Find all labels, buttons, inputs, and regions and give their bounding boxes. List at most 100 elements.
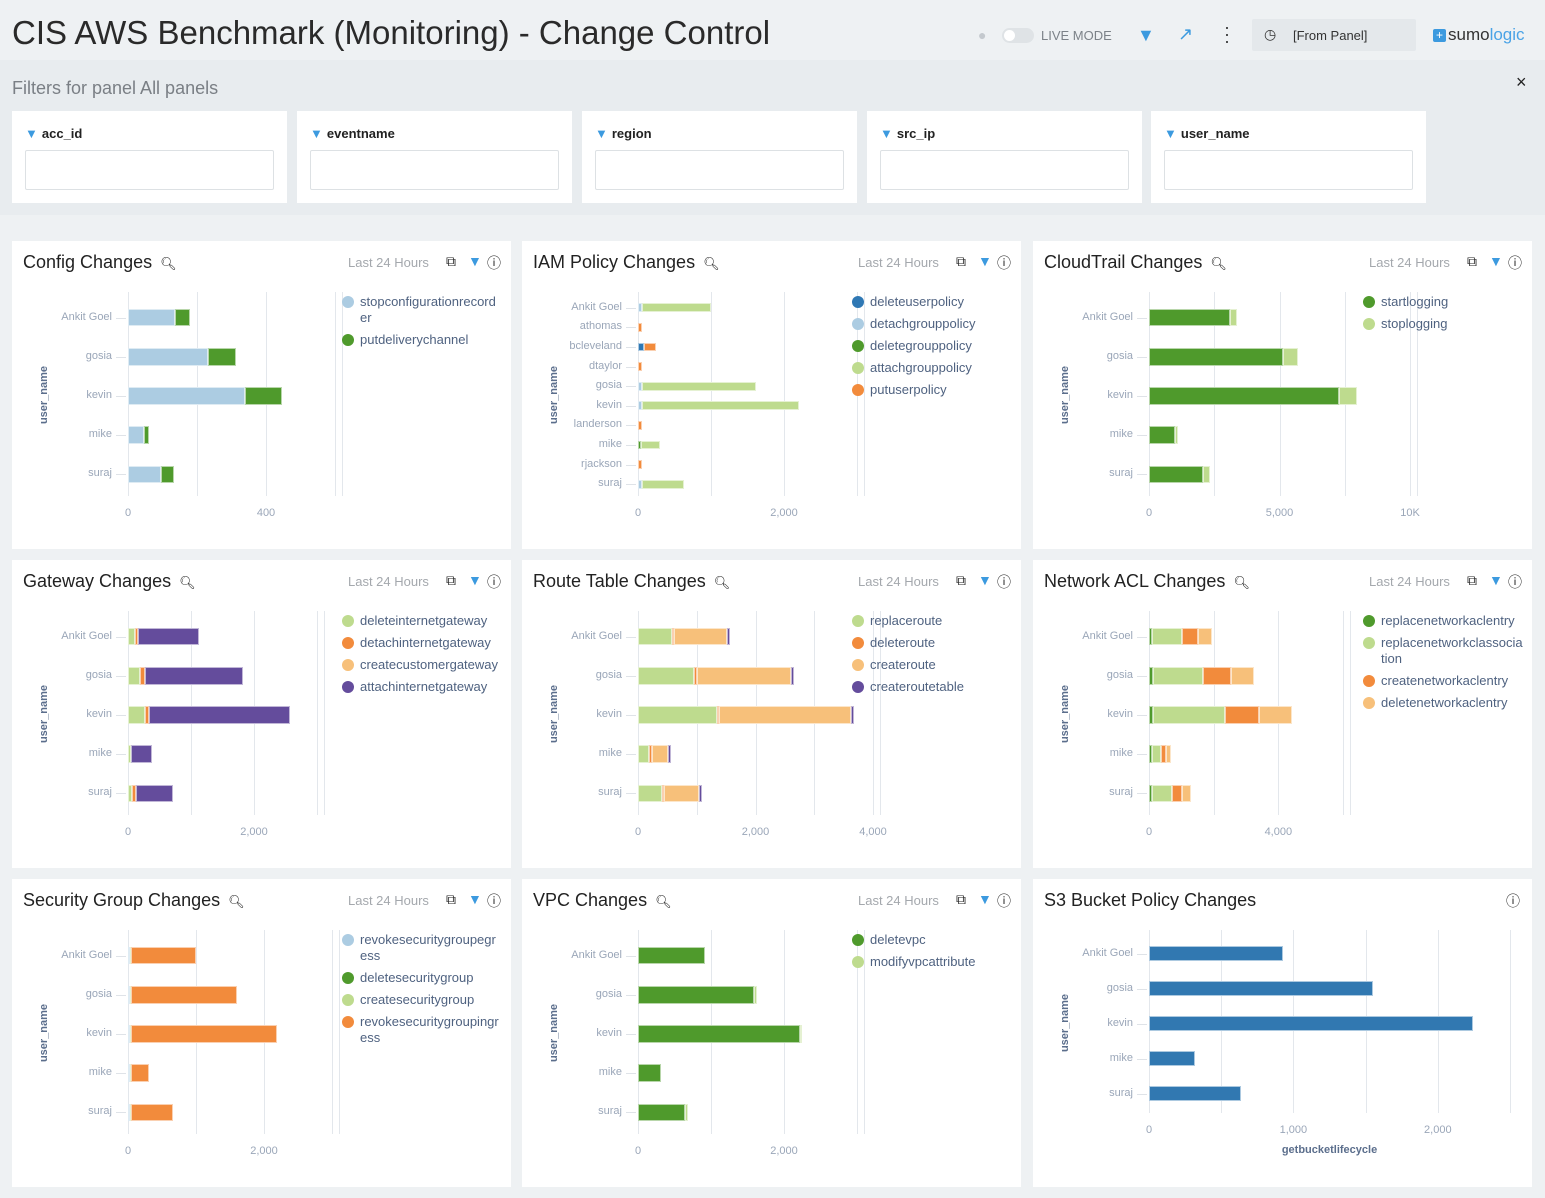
open-in-search-icon[interactable]: ⧉ [956,891,966,907]
filter-icon[interactable]: ▼ [978,253,992,269]
bar-stopconfigurationrecorder[interactable] [128,347,209,366]
bar-replacenetworkaclentry[interactable] [1149,627,1152,646]
legend-item[interactable]: deletesecuritygroup [342,970,502,986]
legend-item[interactable]: putuserpolicy [852,382,1012,398]
bar-attachinternetgateway[interactable] [144,666,243,685]
zoom-icon[interactable]: 🔍︎ [1210,256,1227,271]
zoom-icon[interactable]: 🔍︎ [703,256,720,271]
filter-icon[interactable]: ▼ [978,572,992,588]
legend-item[interactable]: revokesecuritygroupingress [342,1014,502,1046]
close-filters-icon[interactable]: × [1516,72,1527,92]
filter-icon[interactable]: ▼ [1489,572,1503,588]
more-vert-icon[interactable]: · · · [1224,17,1230,51]
bar-deletevpc[interactable] [638,985,755,1004]
bar-putuserpolicy[interactable] [638,362,642,371]
bar-getbucketlifecycle[interactable] [1149,1050,1195,1067]
bar-revokesecuritygroupegress[interactable] [128,1064,130,1082]
legend-item[interactable]: createroutetable [852,679,1012,695]
bar-createsecuritygroup[interactable] [129,1025,132,1043]
bar-stoplogging[interactable] [1202,465,1210,484]
filter-input-src_ip[interactable] [880,150,1129,190]
bar-replacenetworkclassociation[interactable] [1152,666,1203,685]
open-in-search-icon[interactable]: ⧉ [956,253,966,269]
info-icon[interactable]: ⓘ [997,255,1011,271]
bar-deletenetworkaclentry[interactable] [1182,784,1191,803]
legend-item[interactable]: attachgrouppolicy [852,360,1012,376]
legend-item[interactable]: replaceroute [852,613,1012,629]
bar-replacenetworkclassociation[interactable] [1152,745,1162,763]
bar-replaceroute[interactable] [638,666,695,685]
open-in-search-icon[interactable]: ⧉ [446,253,456,269]
filter-input-region[interactable] [595,150,844,190]
share-icon[interactable]: ↗ [1178,24,1194,44]
bar-createnetworkaclentry[interactable] [1161,745,1167,763]
bar-createroutetable[interactable] [850,706,854,724]
legend-item[interactable]: createnetworkaclentry [1363,673,1523,689]
bar-createsecuritygroup[interactable] [129,1103,132,1122]
bar-getbucketlifecycle[interactable] [1149,1015,1473,1032]
open-in-search-icon[interactable]: ⧉ [956,572,966,588]
legend-item[interactable]: deletenetworkaclentry [1363,695,1523,711]
info-icon[interactable]: ⓘ [997,893,1011,909]
legend-item[interactable]: stoplogging [1363,316,1523,332]
bar-revokesecuritygroupegress[interactable] [128,1025,130,1043]
bar-putuserpolicy[interactable] [643,342,657,352]
open-in-search-icon[interactable]: ⧉ [446,891,456,907]
bar-deleteroute[interactable] [661,784,664,803]
bar-stoplogging[interactable] [1174,426,1178,444]
filter-input-user_name[interactable] [1164,150,1413,190]
bar-detachgrouppolicy[interactable] [638,303,642,313]
legend-item[interactable]: detachgrouppolicy [852,316,1012,332]
bar-createsecuritygroup[interactable] [129,1064,132,1082]
bar-createroutetable[interactable] [791,666,795,685]
bar-deletevpc[interactable] [638,1064,662,1082]
bar-detachgrouppolicy[interactable] [638,479,642,489]
bar-stoplogging[interactable] [1229,308,1238,327]
info-icon[interactable]: ⓘ [1508,255,1522,271]
open-in-search-icon[interactable]: ⧉ [1467,253,1477,269]
bar-revokesecuritygroupingress[interactable] [131,1103,174,1122]
bar-startlogging[interactable] [1149,465,1203,484]
zoom-icon[interactable]: 🔍︎ [160,256,177,271]
legend-item[interactable]: createsecuritygroup [342,992,502,1008]
bar-createnetworkaclentry[interactable] [1202,666,1231,685]
bar-replacenetworkaclentry[interactable] [1149,666,1153,685]
bar-putdeliverychannel[interactable] [208,347,236,366]
bar-deleteroute[interactable] [694,666,698,685]
bar-stoplogging[interactable] [1283,347,1298,366]
live-mode-toggle[interactable] [1002,28,1034,43]
bar-revokesecuritygroupegress[interactable] [128,946,130,965]
bar-deletenetworkaclentry[interactable] [1197,627,1212,646]
legend-item[interactable]: modifyvpcattribute [852,954,1012,970]
bar-deleteinternetgateway[interactable] [128,784,133,803]
filter-input-eventname[interactable] [310,150,559,190]
filter-input-acc_id[interactable] [25,150,274,190]
bar-attachgrouppolicy[interactable] [640,440,660,450]
info-icon[interactable]: ⓘ [997,574,1011,590]
legend-item[interactable]: revokesecuritygroupegress [342,932,502,964]
bar-putuserpolicy[interactable] [638,460,642,469]
bar-createroutetable[interactable] [698,784,702,803]
legend-item[interactable]: stopconfigurationrecorder [342,294,502,326]
open-in-search-icon[interactable]: ⧉ [446,572,456,588]
filter-icon[interactable]: ▼ [1137,25,1155,45]
bar-startlogging[interactable] [1149,426,1175,444]
bar-revokesecuritygroupegress[interactable] [128,1103,130,1122]
bar-startlogging[interactable] [1149,347,1284,366]
bar-deleteinternetgateway[interactable] [128,666,141,685]
bar-revokesecuritygroupingress[interactable] [131,1025,277,1043]
info-icon[interactable]: ⓘ [1506,893,1520,909]
bar-attachinternetgateway[interactable] [149,706,290,724]
legend-item[interactable]: detachinternetgateway [342,635,502,651]
bar-stoplogging[interactable] [1339,387,1358,405]
info-icon[interactable]: ⓘ [487,255,501,271]
bar-putdeliverychannel[interactable] [174,308,191,327]
legend-item[interactable]: deleteinternetgateway [342,613,502,629]
bar-deletenetworkaclentry[interactable] [1166,745,1171,763]
bar-detachgrouppolicy[interactable] [638,401,642,411]
bar-createsecuritygroup[interactable] [129,985,132,1004]
bar-deleteroute[interactable] [716,706,720,724]
bar-revokesecuritygroupingress[interactable] [131,946,197,965]
bar-createroutetable[interactable] [667,745,672,763]
bar-deleteroute[interactable] [649,745,652,763]
